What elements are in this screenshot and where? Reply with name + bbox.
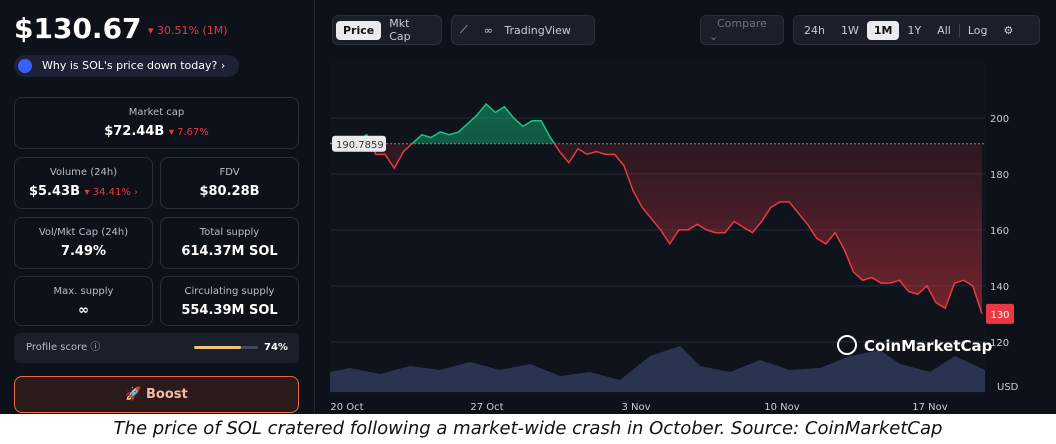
logo: [837, 335, 857, 355]
watermark: CoinMarketCap: [864, 337, 993, 355]
v: $5.43B: [28, 184, 80, 199]
stat-label: Volume (24h): [49, 167, 118, 178]
last-tag: 130: [990, 310, 1009, 321]
range[interactable]: 24h: [804, 23, 825, 37]
compare-text: Compare: [717, 17, 767, 30]
volume-area: [330, 346, 985, 392]
stat-value: 614.37M SOL: [181, 244, 278, 259]
compare[interactable]: Compare ⌄: [700, 15, 784, 45]
y-tick-label: 180: [990, 170, 1009, 181]
price-change: ▾ 30.51% (1M): [148, 24, 228, 37]
app: $130.67 ▾ 30.51% (1M) Why is SOL's price…: [0, 0, 1056, 414]
stat-label: Total supply: [199, 227, 260, 238]
c: ▾ 34.41% ›: [84, 187, 139, 198]
tab-group: Price Mkt Cap: [332, 15, 442, 45]
change-text: 30.51% (1M): [157, 24, 228, 37]
stat-card: FDV $80.28B: [160, 157, 299, 209]
x-tick-label: 27 Oct: [470, 402, 503, 413]
stat-value: $80.28B: [199, 184, 260, 199]
stat-card: Total supply 614.37M SOL: [160, 217, 299, 269]
settings[interactable]: ⚙: [1003, 23, 1014, 37]
stat-value: $5.43B ▾ 34.41% ›: [15, 184, 152, 199]
stat-label: Market cap: [128, 107, 185, 118]
why-text: Why is SOL's price down today?: [42, 59, 218, 72]
c: ▾ 7.67%: [168, 127, 209, 138]
stat-value: $72.44B ▾ 7.67%: [15, 124, 298, 139]
stat-label: Max. supply: [53, 286, 114, 297]
stat-value: 7.49%: [60, 244, 107, 259]
price: $130.67: [14, 12, 142, 45]
tab[interactable]: Price: [336, 20, 382, 40]
stat-card: Market cap $72.44B ▾ 7.67%: [14, 97, 299, 149]
why-pill[interactable]: Why is SOL's price down today? ›: [14, 55, 239, 77]
tv-text: TradingView: [504, 23, 571, 37]
stat-label: Vol/Mkt Cap (24h): [38, 227, 129, 238]
range[interactable]: 1Y: [907, 23, 922, 37]
v: $72.44B: [104, 124, 165, 139]
profile-label: Profile score: [26, 342, 88, 353]
price-chart: 120 140 160 180 200 20 Oct 27 Oct 3 Nov 10 Nov 17…: [330, 102, 1019, 413]
score-value: 74%: [264, 342, 288, 353]
unit: USD: [997, 382, 1019, 393]
range[interactable]: 1W: [840, 23, 859, 37]
y-tick-label: 140: [990, 282, 1009, 293]
baseline-tag: 190.7859: [336, 140, 384, 151]
stat-label: FDV: [219, 167, 240, 178]
score-bar: [194, 346, 242, 349]
y-tick-label: 120: [990, 338, 1009, 349]
stat-card: Max. supply ∞: [14, 276, 153, 326]
ai-icon: [18, 59, 32, 73]
x-tick-label: 10 Nov: [764, 402, 800, 413]
y-tick-label: 160: [990, 226, 1009, 237]
divider: [314, 0, 315, 414]
stat-value: 554.39M SOL: [181, 303, 278, 318]
x-tick-label: 20 Oct: [330, 402, 363, 413]
tab[interactable]: Mkt Cap: [389, 17, 411, 43]
range[interactable]: Log: [958, 23, 996, 37]
x-tick-label: 17 Nov: [912, 402, 948, 413]
y-tick-label: 200: [990, 114, 1009, 125]
price-line-down: [330, 143, 983, 315]
baseline-tag-bg: [332, 135, 386, 152]
tradingview[interactable]: ∞ TradingView: [476, 24, 587, 37]
area-up: [330, 103, 982, 144]
boost-text: Boost: [145, 387, 188, 402]
stat-card: Vol/Mkt Cap (24h) 7.49%: [14, 217, 153, 269]
last-tag-bg: [986, 303, 1014, 324]
stat-label: Circulating supply: [184, 286, 275, 297]
score-track: [194, 346, 258, 349]
range[interactable]: All: [937, 23, 951, 37]
range[interactable]: 1M: [866, 20, 900, 40]
line-icon[interactable]: ⟋: [460, 23, 468, 36]
ct: 34.41%: [92, 187, 131, 198]
x-tick-label: 3 Nov: [621, 402, 650, 413]
ct: 7.67%: [177, 127, 209, 138]
area-down: [331, 143, 982, 314]
stat-value: ∞: [78, 303, 89, 318]
caption: The price of SOL cratered following a ma…: [113, 418, 943, 439]
tool-group: ⟋ ∞ TradingView: [451, 15, 595, 45]
range-group: 24h 1W 1M 1Y All Log ⚙: [793, 15, 1040, 45]
stat-card: Volume (24h) $5.43B ▾ 34.41% ›: [14, 157, 153, 209]
price-line-up: [330, 102, 556, 144]
stat-card: Circulating supply 554.39M SOL: [160, 276, 299, 326]
profile-row: Profile score ⓘ 74%: [14, 333, 299, 363]
boost-button[interactable]: 🚀 Boost: [14, 376, 299, 413]
